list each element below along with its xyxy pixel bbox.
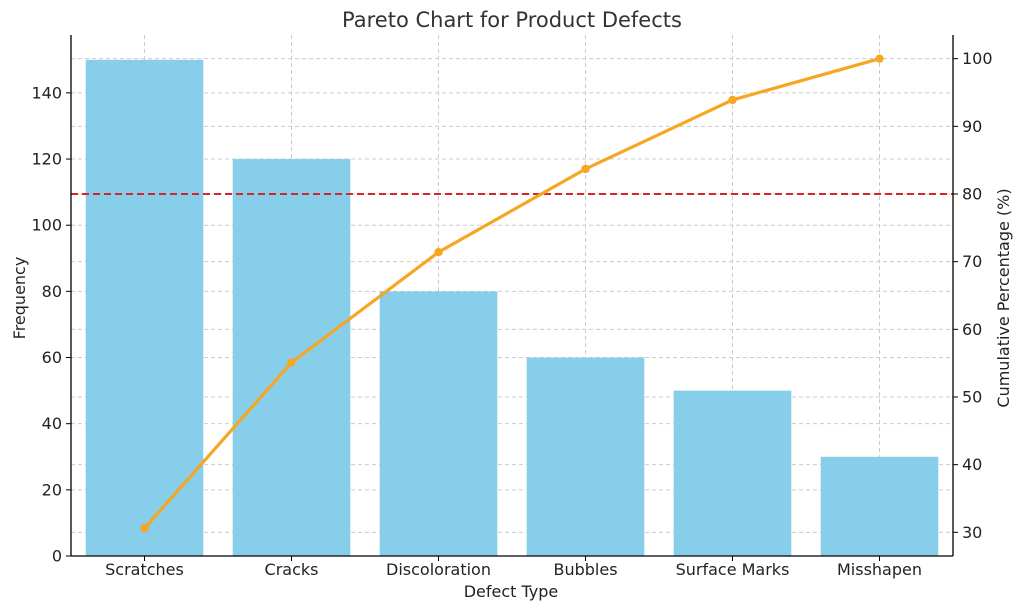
grid-lines — [71, 35, 953, 557]
bar-cracks — [232, 159, 351, 557]
y2-tick-label: 100 — [962, 49, 993, 68]
x-tick-label: Discoloration — [386, 560, 491, 579]
bar-scratches — [85, 59, 204, 557]
tick-labels: 0 20 40 60 80 100 120 140 30 40 50 60 70 80 90 100 Scrat… — [31, 49, 992, 579]
y-tick-label: 40 — [42, 414, 62, 433]
x-tick-label: Surface Marks — [676, 560, 790, 579]
bar-misshapen — [820, 456, 939, 556]
y2-tick-label: 90 — [962, 117, 982, 136]
cumulative-point — [140, 524, 149, 533]
y-tick-label: 20 — [42, 480, 62, 499]
x-axis-label: Defect Type — [464, 582, 559, 601]
y-axis-label: Frequency — [10, 257, 29, 340]
y2-tick-label: 40 — [962, 455, 982, 474]
bar-surface-marks — [673, 390, 792, 556]
cumulative-point — [287, 358, 296, 367]
y2-axis-label: Cumulative Percentage (%) — [994, 188, 1013, 407]
y-tick-label: 100 — [31, 216, 62, 235]
axes — [70, 35, 954, 557]
bar-series — [85, 59, 939, 557]
chart-title: Pareto Chart for Product Defects — [342, 8, 682, 32]
y-tick-label: 0 — [52, 547, 62, 566]
y-tick-label: 120 — [31, 150, 62, 169]
x-tick-label: Misshapen — [837, 560, 922, 579]
cumulative-line — [143, 57, 880, 530]
cumulative-line-series — [140, 54, 884, 533]
y2-tick-label: 80 — [962, 185, 982, 204]
bar-bubbles — [526, 357, 645, 556]
x-tick-label: Bubbles — [553, 560, 617, 579]
y-tick-label: 80 — [42, 282, 62, 301]
cumulative-point — [728, 95, 737, 105]
y2-tick-label: 50 — [962, 387, 982, 406]
cumulative-point — [581, 164, 590, 174]
x-tick-label: Scratches — [105, 560, 184, 579]
y-tick-label: 60 — [42, 348, 62, 367]
cumulative-point — [875, 54, 884, 63]
x-tick-label: Cracks — [265, 560, 319, 579]
cumulative-point — [434, 247, 443, 257]
y2-tick-label: 30 — [962, 523, 982, 542]
y-tick-label: 140 — [31, 83, 62, 102]
bar-discoloration — [379, 291, 498, 556]
y2-tick-label: 70 — [962, 252, 982, 271]
y2-tick-label: 60 — [962, 320, 982, 339]
